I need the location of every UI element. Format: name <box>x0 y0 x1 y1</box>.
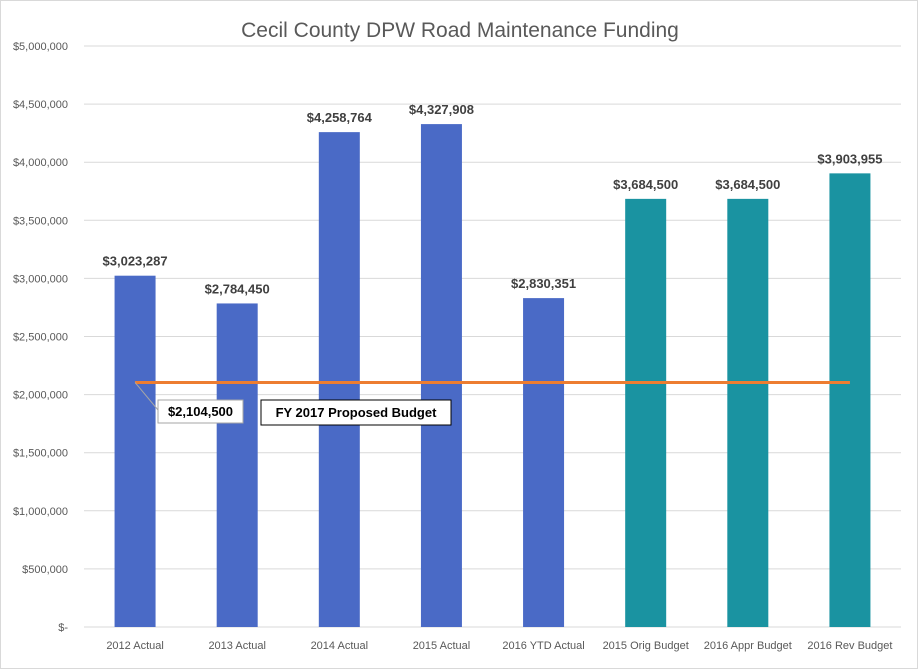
reference-value-box <box>157 399 244 424</box>
data-label: $4,327,908 <box>409 102 474 117</box>
reference-line-label: FY 2017 Proposed Budget <box>276 405 438 420</box>
bar <box>318 132 360 627</box>
y-tick-label: $3,000,000 <box>13 273 68 285</box>
y-tick-label: $500,000 <box>22 564 68 576</box>
x-tick-label: 2012 Actual <box>106 640 164 652</box>
bar <box>114 275 156 627</box>
reference-value-label: $2,104,500 <box>168 404 233 419</box>
y-tick-label: $1,500,000 <box>13 448 68 460</box>
bars: $3,023,287 $2,784,450 $4,258,764 $4,327,908… <box>103 102 882 628</box>
x-tick-label: 2016 Rev Budget <box>807 640 892 652</box>
y-tick-label: $1,000,000 <box>13 506 68 518</box>
gridlines <box>84 45 901 628</box>
chart-title: Cecil County DPW Road Maintenance Fundin… <box>241 19 679 42</box>
y-tick-label: $3,500,000 <box>13 215 68 227</box>
bar <box>420 124 462 627</box>
bar <box>829 173 871 628</box>
y-tick-label: $4,000,000 <box>13 157 68 169</box>
data-label: $3,903,955 <box>817 151 882 166</box>
reference-label-box <box>260 399 452 426</box>
bar <box>625 198 667 628</box>
data-label: $2,830,351 <box>511 276 576 291</box>
y-tick-label: $5,000,000 <box>13 41 68 53</box>
x-tick-label: 2015 Actual <box>413 640 471 652</box>
y-axis: $- $500,000 $1,000,000 $1,500,000 $2,000,000… <box>13 41 68 634</box>
x-tick-label: 2015 Orig Budget <box>603 640 689 652</box>
data-label: $2,784,450 <box>205 281 270 296</box>
y-tick-label: $2,500,000 <box>13 332 68 344</box>
data-label: $4,258,764 <box>307 110 373 125</box>
x-axis: 2012 Actual 2013 Actual 2014 Actual 2015 Ac… <box>106 640 892 652</box>
x-tick-label: 2013 Actual <box>208 640 266 652</box>
data-label: $3,684,500 <box>613 177 678 192</box>
bar <box>727 198 769 628</box>
bar <box>216 303 258 627</box>
data-label: $3,684,500 <box>715 177 780 192</box>
x-tick-label: 2014 Actual <box>311 640 369 652</box>
x-tick-label: 2016 YTD Actual <box>502 640 584 652</box>
y-tick-label: $2,000,000 <box>13 390 68 402</box>
x-tick-label: 2016 Appr Budget <box>704 640 792 652</box>
callout-leader-line <box>134 382 159 411</box>
reference-line-group: $2,104,500 FY 2017 Proposed Budget <box>134 380 850 426</box>
data-label: $3,023,287 <box>103 254 168 269</box>
bar <box>523 298 565 627</box>
y-tick-label: $4,500,000 <box>13 99 68 111</box>
y-tick-label: $- <box>58 622 68 634</box>
